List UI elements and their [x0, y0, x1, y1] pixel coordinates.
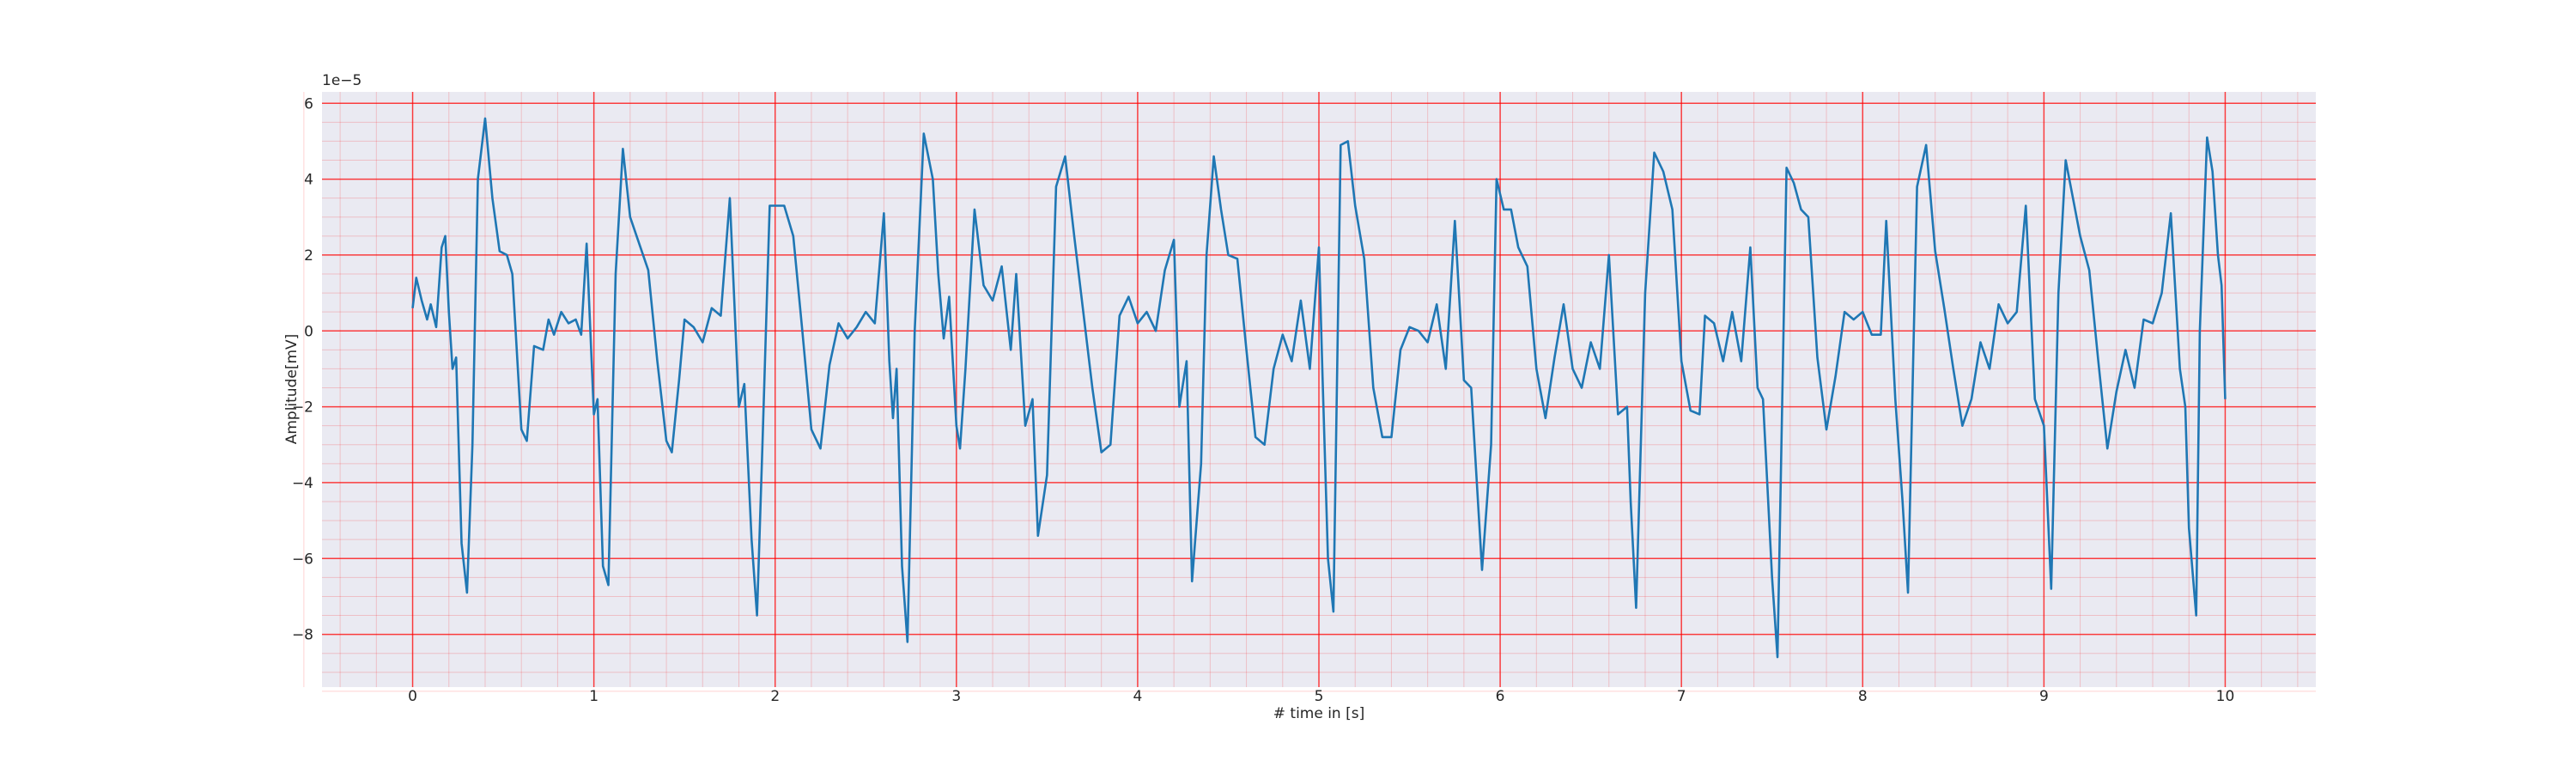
x-tick-label: 3 — [951, 688, 961, 705]
x-tick-label: 10 — [2216, 688, 2235, 705]
x-tick-label: 8 — [1858, 688, 1868, 705]
x-tick-label: 5 — [1315, 688, 1324, 705]
x-tick-label: 0 — [408, 688, 417, 705]
plot-area — [411, 117, 2227, 659]
y-tick-label: 4 — [304, 172, 313, 189]
y-tick-label: −6 — [292, 551, 313, 568]
signal-line — [411, 117, 2227, 659]
y-tick-label: 2 — [304, 247, 313, 265]
y-offset-label: 1e−5 — [322, 72, 361, 89]
y-tick-label: −8 — [292, 627, 313, 644]
y-tick-label: −4 — [292, 475, 313, 492]
x-tick-label: 1 — [589, 688, 598, 705]
x-axis-label: # time in [s] — [1273, 705, 1364, 722]
x-tick-label: 9 — [2039, 688, 2049, 705]
y-tick-label: 0 — [304, 323, 313, 340]
x-tick-label: 6 — [1496, 688, 1505, 705]
y-axis-label: Amplitude[mV] — [283, 334, 301, 445]
grid — [303, 92, 2316, 692]
x-tick-label: 2 — [770, 688, 780, 705]
y-tick-label: 6 — [304, 95, 313, 113]
x-tick-label: 4 — [1133, 688, 1142, 705]
y-tick-label: −2 — [292, 399, 313, 417]
x-tick-label: 7 — [1677, 688, 1686, 705]
